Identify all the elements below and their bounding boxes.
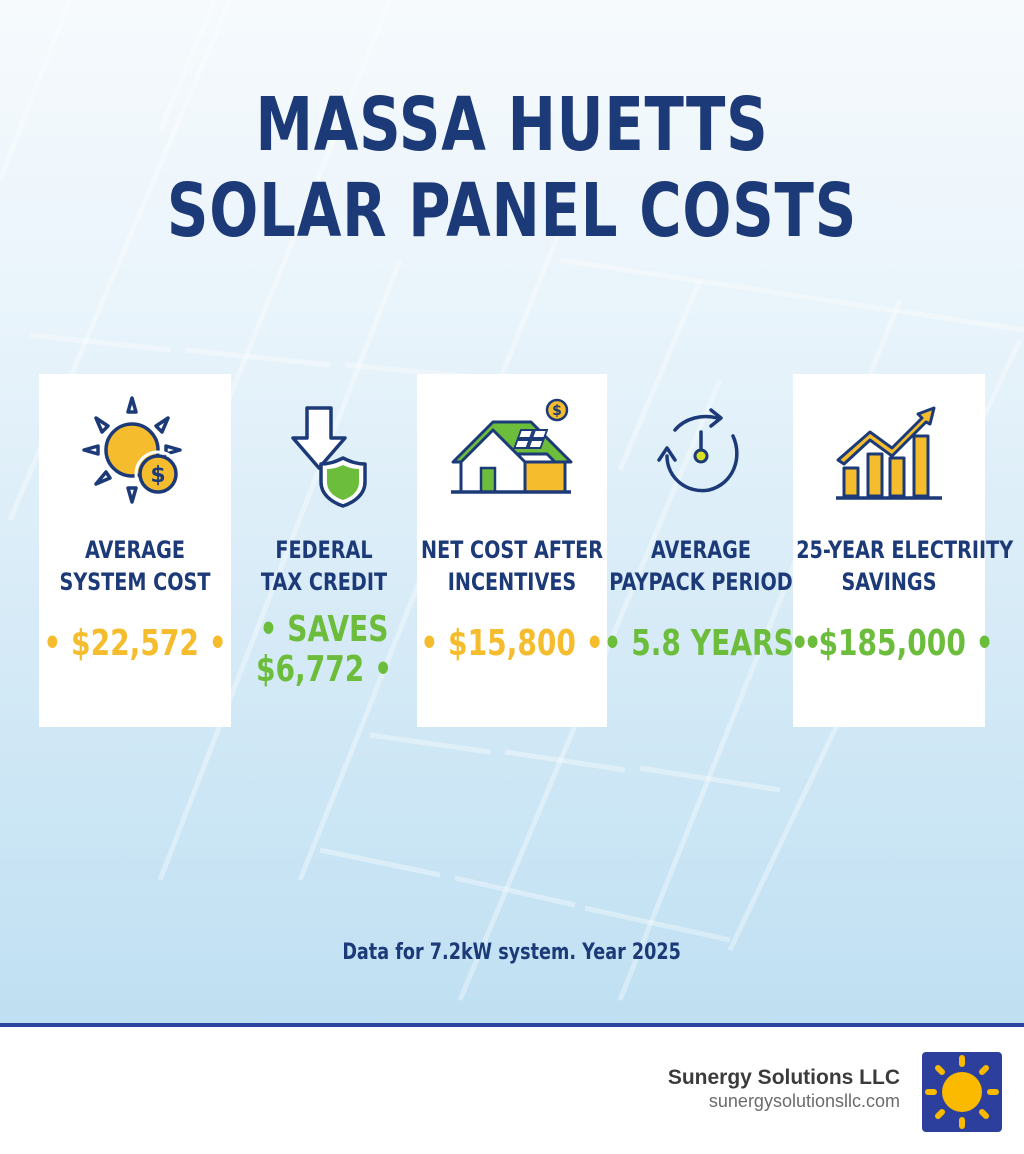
stat-label: FEDERAL TAX CREDIT bbox=[260, 536, 388, 596]
stat-label: AVERAGE SYSTEM COST bbox=[59, 536, 211, 596]
stat-value: • $15,800 • bbox=[420, 623, 604, 664]
footer-divider bbox=[0, 1023, 1024, 1027]
solar-house-dollar-icon: $ bbox=[451, 398, 573, 494]
svg-text:$: $ bbox=[150, 463, 165, 488]
hero-background: MASSA HUETTS SOLAR PANEL COSTS $ AVERAGE… bbox=[0, 0, 1024, 1024]
stat-value: • $22,572 • bbox=[43, 623, 227, 664]
company-branding: Sunergy Solutions LLC sunergysolutionsll… bbox=[668, 1066, 900, 1112]
stat-value: • SAVES $6,772 • bbox=[255, 609, 393, 690]
sun-dollar-icon: $ bbox=[82, 396, 182, 504]
stat-federal-tax-credit: FEDERAL TAX CREDIT • SAVES $6,772 • bbox=[228, 374, 420, 727]
svg-text:$: $ bbox=[552, 403, 562, 419]
stat-25-year-savings: 25-YEAR ELECTRIITY SAVINGS • $185,000 • bbox=[791, 374, 1013, 727]
growth-chart-icon bbox=[836, 406, 942, 500]
title-line-1: MASSA HUETTS bbox=[255, 82, 769, 168]
stat-payback-period: AVERAGE PAYPACK PERIOD • 5.8 YEARS • bbox=[604, 374, 822, 727]
stat-value: • $185,000 • bbox=[790, 623, 994, 664]
stat-average-system-cost: $ AVERAGE SYSTEM COST • $22,572 • bbox=[39, 374, 231, 727]
stat-label: NET COST AFTER INCENTIVES bbox=[421, 536, 603, 596]
arrow-down-shield-icon bbox=[291, 406, 367, 508]
sun-logo-icon bbox=[925, 1055, 999, 1129]
stat-value: • 5.8 YEARS • bbox=[603, 623, 822, 664]
card-background-savings bbox=[793, 374, 985, 727]
cycle-timer-icon bbox=[657, 408, 739, 493]
stat-label: 25-YEAR ELECTRIITY SAVINGS bbox=[796, 536, 1014, 596]
stat-net-cost: $ NET COST AFTER INCENTIVES • $15,800 • bbox=[417, 374, 607, 727]
data-footnote: Data for 7.2kW system. Year 2025 bbox=[342, 940, 682, 965]
page-title: MASSA HUETTS SOLAR PANEL COSTS bbox=[0, 82, 1024, 254]
company-logo bbox=[922, 1052, 1002, 1132]
title-line-2: SOLAR PANEL COSTS bbox=[166, 168, 858, 254]
stat-label: AVERAGE PAYPACK PERIOD bbox=[609, 536, 793, 596]
company-name: Sunergy Solutions LLC bbox=[667, 1066, 900, 1089]
company-url: sunergysolutionsllc.com bbox=[708, 1091, 900, 1111]
